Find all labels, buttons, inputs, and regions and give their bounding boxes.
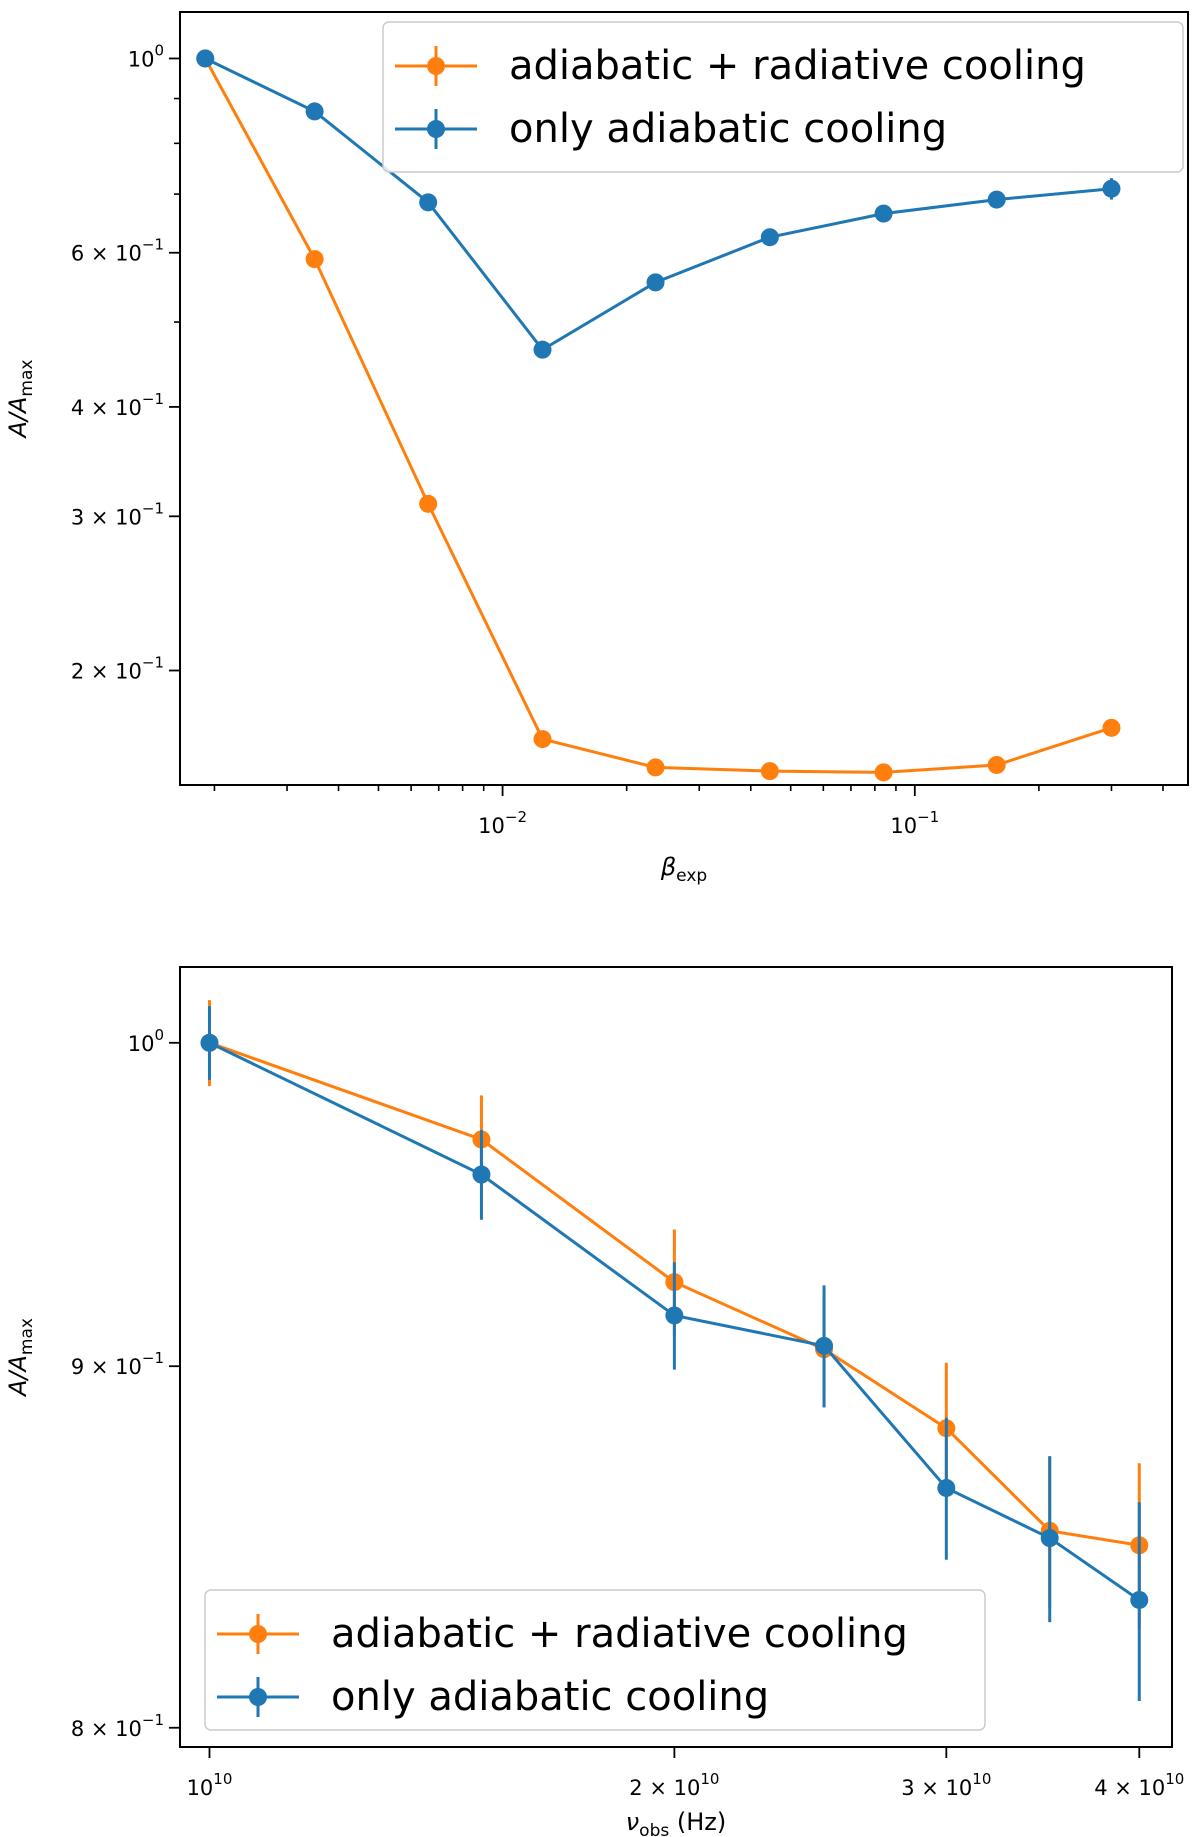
chart-panel-1: 10−2 10−1 100 6 × 10−1 4 × 10−1 3 × 10−1 2 × 1… [4,11,1189,886]
legend-label: only adiabatic cooling [509,106,947,152]
data-point [646,758,665,777]
legend-marker [249,1625,267,1643]
legend-marker [427,120,445,138]
legend-item: adiabatic + radiative cooling [395,43,1086,89]
data-point [874,763,893,782]
series-2 [200,1006,1149,1702]
x-tick-label: 10−2 [478,808,527,838]
y-tick-label: 100 [128,1026,164,1056]
data-point [305,250,324,269]
x-tick-label: 1010 [187,1770,233,1800]
y-axis-label: A/Amax [4,360,37,440]
legend-label: only adiabatic cooling [331,1674,769,1720]
data-point [987,755,1006,774]
plot-area-frame [179,11,1189,786]
legend-label: adiabatic + radiative cooling [509,43,1086,89]
y-axis-label: A/Amax [4,1318,37,1398]
data-point [200,1033,219,1052]
x-tick-label: 10−1 [890,808,939,838]
y-tick-label: 3 × 10−1 [71,499,164,529]
data-point [665,1306,684,1325]
plot-area-frame [179,966,1173,1748]
series-group [200,1000,1149,1702]
data-point [472,1165,491,1184]
data-point [646,273,665,292]
legend-marker [427,57,445,75]
x-tick-label: 4 × 1010 [1094,1770,1184,1800]
data-point [1040,1529,1059,1548]
data-point [874,204,893,223]
legend-box [382,21,1184,173]
data-point [760,762,779,781]
legend-box [204,1589,986,1731]
data-point [815,1336,834,1355]
legend-item: only adiabatic cooling [395,106,947,152]
y-tick-label: 100 [128,41,164,71]
legend-label: adiabatic + radiative cooling [331,1611,908,1657]
data-point [196,49,215,68]
y-tick-label: 4 × 10−1 [71,390,164,420]
data-point [419,494,438,513]
data-point [1102,718,1121,737]
y-tick-label: 6 × 10−1 [71,236,164,266]
x-axis-label: νobs (Hz) [626,1808,726,1837]
x-tick-label: 3 × 1010 [901,1770,991,1800]
legend-marker [249,1688,267,1706]
x-axis-label: βexp [660,853,707,886]
data-point [305,102,324,121]
series-2 [196,49,1121,359]
legend: adiabatic + radiative cooling only adiaba… [382,21,1184,173]
series-group [196,49,1121,782]
legend-item: adiabatic + radiative cooling [217,1611,908,1657]
data-point [533,730,552,749]
data-point [937,1478,956,1497]
y-tick-label: 2 × 10−1 [71,653,164,683]
y-tick-label: 8 × 10−1 [71,1711,164,1741]
legend-item: only adiabatic cooling [217,1674,769,1720]
data-point [533,340,552,359]
data-point [760,228,779,247]
legend: adiabatic + radiative cooling only adiaba… [204,1589,986,1731]
y-tick-label: 9 × 10−1 [71,1349,164,1379]
chart-panel-2: 1010 2 × 1010 3 × 1010 4 × 1010 100 9 × 10−1 8… [4,966,1184,1837]
data-point [987,190,1006,209]
data-point [1130,1590,1149,1609]
data-point [419,193,438,212]
data-point [1102,179,1121,198]
x-tick-label: 2 × 1010 [629,1770,719,1800]
